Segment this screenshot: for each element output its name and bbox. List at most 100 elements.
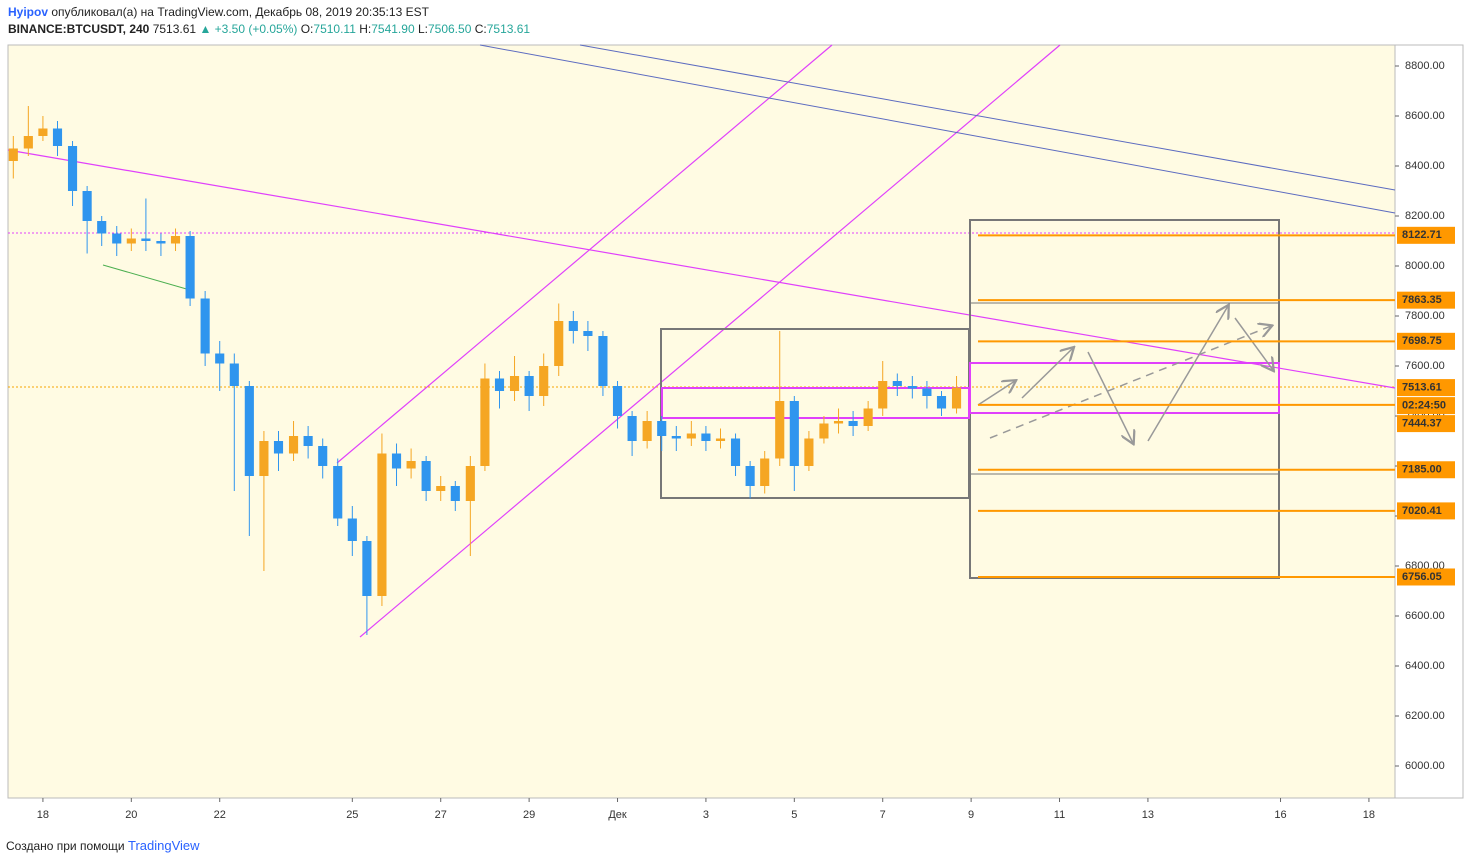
- candle-body: [509, 376, 520, 391]
- candle-body: [760, 458, 770, 486]
- candle-body: [391, 453, 402, 469]
- level-label-bg: [1397, 332, 1455, 350]
- author[interactable]: Hyipov: [8, 5, 49, 19]
- blue-line: [479, 44, 1396, 214]
- y-tick-label: 8000.00: [1405, 260, 1445, 272]
- y-tick-label: 7600.00: [1405, 360, 1445, 372]
- candle-body: [303, 436, 313, 446]
- y-tick-label: 6200.00: [1405, 710, 1445, 722]
- candle-body: [333, 466, 343, 519]
- x-tick-label: 9: [968, 809, 974, 821]
- last-price-label-bg: [1397, 379, 1455, 397]
- y-tick-label: 8200.00: [1405, 210, 1445, 222]
- candle-body: [362, 541, 372, 596]
- candle-body: [612, 386, 623, 416]
- x-tick-label: 22: [214, 809, 226, 821]
- x-tick-label: 18: [37, 809, 49, 821]
- x-tick-label: 11: [1054, 809, 1065, 821]
- candle-body: [863, 408, 873, 426]
- candle-body: [642, 421, 652, 441]
- candle-body: [480, 378, 490, 466]
- candle-body: [318, 446, 328, 466]
- level-label: 7863.35: [1402, 294, 1442, 306]
- candle-body: [82, 191, 92, 221]
- candle-body: [878, 381, 888, 409]
- candle-body: [936, 396, 947, 409]
- candle-body: [244, 386, 254, 476]
- candle-body: [494, 378, 505, 391]
- candle-body: [583, 331, 593, 336]
- y-tick-label: 8800.00: [1405, 60, 1445, 72]
- candle-body: [539, 366, 549, 396]
- candle-body: [450, 486, 460, 501]
- level-label: 7698.75: [1402, 335, 1442, 347]
- trend-line: [7, 149, 1396, 389]
- h: 7541.90: [371, 22, 415, 36]
- candle-body: [745, 466, 755, 486]
- level-label-bg: [1397, 415, 1455, 433]
- level-label: 6756.05: [1402, 571, 1442, 583]
- x-tick-label: Дек: [608, 809, 627, 821]
- candle-body: [715, 438, 726, 441]
- arrow: [989, 326, 1271, 439]
- level-label: 7020.41: [1402, 505, 1442, 517]
- candle-body: [789, 401, 799, 466]
- level-label-bg: [1397, 568, 1455, 586]
- candle-body: [804, 438, 814, 466]
- channel-line: [336, 44, 833, 464]
- x-tick-label: 13: [1142, 809, 1154, 821]
- arrow: [1147, 306, 1228, 442]
- arrow: [977, 381, 1015, 406]
- candle-body: [421, 461, 431, 491]
- level-label: 7185.00: [1402, 464, 1442, 476]
- candle-body: [52, 128, 63, 146]
- level-label: 8122.71: [1402, 229, 1442, 241]
- candle-body: [406, 461, 416, 469]
- candle-body: [686, 433, 696, 439]
- arrow: [1234, 317, 1273, 370]
- header-line1: Hyipov опубликовал(а) на TradingView.com…: [8, 5, 429, 19]
- candle-body: [922, 388, 932, 396]
- candle-body: [657, 421, 667, 436]
- l-label: L:: [417, 22, 428, 36]
- c: 7513.61: [486, 22, 531, 36]
- brand[interactable]: TradingView: [127, 838, 200, 853]
- blue-line: [579, 44, 1396, 191]
- candle-body: [951, 387, 962, 409]
- candle-body: [892, 381, 902, 386]
- candle-body: [288, 436, 299, 454]
- x-tick-label: 18: [1363, 809, 1375, 821]
- y-tick-label: 6400.00: [1405, 660, 1445, 672]
- arrow: [1021, 348, 1073, 399]
- drawings: [7, 44, 1396, 638]
- h-label: H:: [359, 22, 372, 36]
- chart: 6000.006200.006400.006600.006800.007000.…: [7, 44, 1464, 821]
- arrow: [1087, 351, 1133, 443]
- candle-body: [156, 241, 166, 244]
- y-tick-label: 6000.00: [1405, 760, 1445, 772]
- candle-body: [273, 441, 284, 454]
- candle-body: [671, 436, 681, 439]
- x-tick-label: 7: [880, 809, 886, 821]
- candle-body: [701, 433, 711, 441]
- level-label-bg: [1397, 461, 1455, 479]
- candle-body: [185, 236, 195, 299]
- footer-text: Создано при помощи: [6, 839, 125, 853]
- candle-body: [23, 136, 33, 149]
- candle-body: [170, 236, 181, 244]
- c-label: C:: [474, 22, 487, 36]
- candle-body: [67, 146, 78, 191]
- level-label-bg: [1397, 502, 1455, 520]
- candle-body: [775, 401, 785, 459]
- y-tick-label: 7800.00: [1405, 310, 1445, 322]
- y-tick-label: 8600.00: [1405, 110, 1445, 122]
- candle-body: [524, 376, 534, 396]
- plot-area: [7, 44, 1396, 799]
- x-tick-label: 29: [523, 809, 535, 821]
- level-label: 7444.37: [1402, 418, 1442, 430]
- l: 7506.50: [427, 22, 472, 36]
- header-line2: BINANCE:BTCUSDT, 240 7513.61 ▲ +3.50 (+0…: [8, 22, 530, 36]
- candle-body: [907, 386, 917, 389]
- x-tick-label: 3: [703, 809, 709, 821]
